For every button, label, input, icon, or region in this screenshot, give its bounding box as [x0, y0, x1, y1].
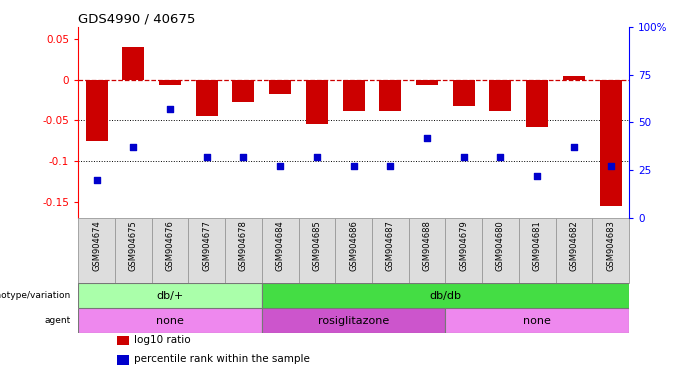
- Bar: [409, 218, 445, 283]
- Text: GDS4990 / 40675: GDS4990 / 40675: [78, 13, 196, 26]
- Text: rosiglitazone: rosiglitazone: [318, 316, 389, 326]
- Bar: [343, 80, 364, 111]
- Point: [165, 106, 175, 112]
- Bar: [159, 80, 181, 85]
- Point: [495, 154, 506, 160]
- Bar: [188, 218, 225, 283]
- Text: GSM904682: GSM904682: [569, 220, 579, 271]
- Text: GSM904681: GSM904681: [532, 220, 542, 271]
- Text: GSM904678: GSM904678: [239, 220, 248, 271]
- Bar: [86, 80, 107, 141]
- Text: GSM904684: GSM904684: [275, 220, 285, 271]
- Text: none: none: [524, 316, 551, 326]
- Point: [201, 154, 212, 160]
- Bar: [78, 283, 262, 308]
- Text: GSM904683: GSM904683: [606, 220, 615, 271]
- Bar: [269, 80, 291, 94]
- Text: GSM904674: GSM904674: [92, 220, 101, 271]
- Point: [91, 177, 102, 183]
- Bar: [563, 76, 585, 80]
- Bar: [592, 218, 629, 283]
- Bar: [453, 80, 475, 106]
- Text: none: none: [156, 316, 184, 326]
- Bar: [379, 80, 401, 111]
- Bar: [117, 355, 129, 365]
- Bar: [262, 308, 445, 333]
- Bar: [78, 308, 262, 333]
- Bar: [233, 80, 254, 103]
- Text: GSM904687: GSM904687: [386, 220, 395, 271]
- Text: percentile rank within the sample: percentile rank within the sample: [135, 354, 310, 364]
- Bar: [262, 283, 629, 308]
- Point: [422, 134, 432, 141]
- Bar: [482, 218, 519, 283]
- Bar: [196, 80, 218, 116]
- Bar: [306, 80, 328, 124]
- Text: GSM904675: GSM904675: [129, 220, 138, 271]
- Point: [568, 144, 579, 150]
- Bar: [445, 218, 482, 283]
- Bar: [556, 218, 592, 283]
- Bar: [526, 80, 548, 127]
- Point: [348, 163, 359, 169]
- Point: [275, 163, 286, 169]
- Bar: [519, 218, 556, 283]
- Point: [128, 144, 139, 150]
- Bar: [122, 47, 144, 80]
- Bar: [152, 218, 188, 283]
- Bar: [416, 80, 438, 85]
- Point: [385, 163, 396, 169]
- Text: GSM904676: GSM904676: [165, 220, 175, 271]
- Point: [458, 154, 469, 160]
- Text: db/+: db/+: [156, 291, 184, 301]
- Text: db/db: db/db: [429, 291, 462, 301]
- Text: GSM904685: GSM904685: [312, 220, 322, 271]
- Point: [311, 154, 322, 160]
- Text: GSM904677: GSM904677: [202, 220, 211, 271]
- Text: GSM904688: GSM904688: [422, 220, 432, 271]
- Bar: [262, 218, 299, 283]
- Point: [605, 163, 616, 169]
- Bar: [445, 308, 629, 333]
- Bar: [299, 218, 335, 283]
- Bar: [372, 218, 409, 283]
- Bar: [115, 218, 152, 283]
- Text: agent: agent: [45, 316, 71, 325]
- Bar: [78, 218, 115, 283]
- Bar: [335, 218, 372, 283]
- Bar: [117, 336, 129, 346]
- Text: genotype/variation: genotype/variation: [0, 291, 71, 300]
- Text: GSM904679: GSM904679: [459, 220, 469, 271]
- Text: log10 ratio: log10 ratio: [135, 335, 191, 345]
- Bar: [225, 218, 262, 283]
- Text: GSM904680: GSM904680: [496, 220, 505, 271]
- Bar: [600, 80, 622, 206]
- Bar: [490, 80, 511, 111]
- Point: [238, 154, 249, 160]
- Text: GSM904686: GSM904686: [349, 220, 358, 271]
- Point: [532, 173, 543, 179]
